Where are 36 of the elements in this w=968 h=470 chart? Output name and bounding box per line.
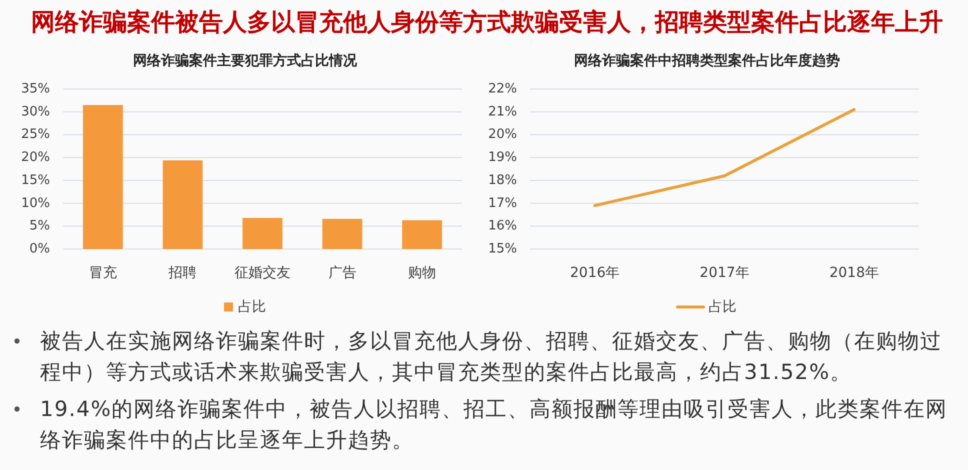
y-tick-label: 10%: [21, 196, 50, 211]
chart-title: 网络诈骗案件中招聘类型案件占比年度趋势: [574, 52, 840, 69]
x-tick-label: 购物: [408, 265, 436, 281]
y-tick-label: 35%: [21, 82, 50, 96]
x-tick-label: 冒充: [88, 265, 117, 281]
y-tick-label: 15%: [488, 242, 517, 256]
bar: [402, 220, 442, 249]
bar: [322, 218, 362, 249]
y-tick-label: 19%: [488, 150, 517, 166]
text: 19.4%的网络诈骗案件中，被告人以招聘、招工、高额报酬等理由吸引受害人，此类案件在网络诈骗案件中的占比呈逐年上升趋势。: [40, 397, 948, 452]
x-tick-label: 2018年: [829, 265, 879, 281]
x-tick-label: 广告: [328, 265, 356, 281]
x-tick-label: 2017年: [700, 265, 750, 281]
text: 被告人在实施网络诈骗案件时，多以冒充他人身份、招聘、征婚交友、广告、购物（在购物过程中）等方式或话术来欺骗受害人，其中冒充类型的案件占比最高，约占31.52%。: [40, 329, 942, 384]
bar: [162, 160, 203, 249]
x-tick-label: 征婚交友: [234, 265, 290, 281]
y-tick-label: 20%: [21, 150, 50, 166]
chart-title: 网络诈骗案件主要犯罪方式占比情况: [133, 52, 358, 69]
y-tick-label: 17%: [488, 196, 517, 211]
y-tick-label: 25%: [21, 127, 50, 142]
legend-label: 占比: [708, 299, 736, 315]
y-tick-label: 15%: [21, 172, 50, 188]
y-tick-label: 22%: [488, 82, 517, 96]
bar: [82, 105, 123, 249]
x-tick-label: 招聘: [168, 265, 197, 281]
text: 网络诈骗案件被告人多以冒充他人身份等方式欺骗受害人，招聘类型案件占比逐年上升: [31, 8, 943, 36]
y-tick-label: 20%: [488, 127, 517, 142]
y-tick-label: 18%: [488, 172, 517, 188]
x-tick-label: 2016年: [570, 265, 620, 281]
y-tick-label: 16%: [488, 218, 517, 234]
y-tick-label: 5%: [29, 218, 50, 234]
legend-label: 占比: [238, 299, 266, 315]
bar: [242, 218, 282, 249]
y-tick-label: 30%: [21, 104, 50, 120]
y-tick-label: 0%: [29, 242, 50, 256]
y-tick-label: 21%: [488, 104, 517, 120]
